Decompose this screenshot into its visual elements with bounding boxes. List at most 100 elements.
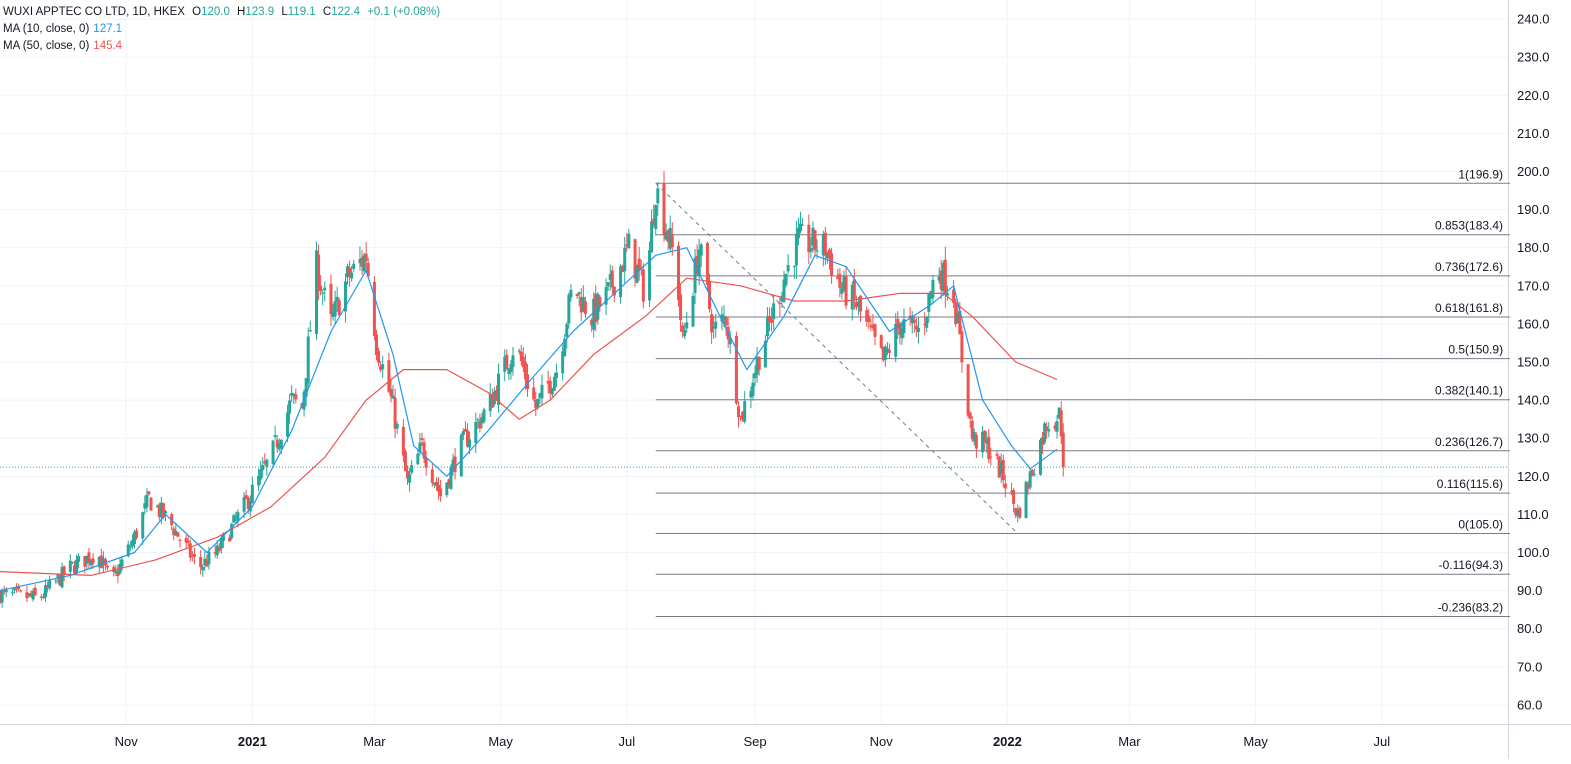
candle-down — [710, 314, 714, 333]
candle-down — [989, 456, 993, 458]
candle-down — [1014, 508, 1018, 515]
candle-up — [277, 443, 281, 450]
candle-down — [453, 456, 457, 473]
candle-down — [637, 258, 641, 270]
candle-up — [271, 440, 275, 465]
candle-down — [360, 257, 364, 267]
candle-up — [507, 368, 511, 375]
candle-up — [648, 250, 652, 301]
time-tick-label: Sep — [743, 734, 766, 749]
candle-down — [757, 356, 761, 371]
candle-down — [1026, 484, 1030, 489]
candle-down — [695, 256, 699, 275]
candle-up — [273, 435, 277, 437]
candle-down — [387, 360, 391, 392]
candle-down — [447, 479, 451, 487]
candle-up — [459, 434, 463, 477]
price-tick-label: 130.0 — [1517, 431, 1550, 446]
candle-down — [741, 411, 745, 420]
candle-up — [699, 244, 703, 256]
candle-up — [712, 326, 716, 329]
candle-up — [1057, 407, 1061, 419]
candle-down — [770, 318, 774, 323]
candle-up — [550, 388, 554, 395]
candle-down — [393, 397, 397, 429]
candle-up — [279, 439, 283, 448]
candle-down — [633, 239, 637, 279]
change-value: +0.1 (+0.08%) — [367, 6, 441, 18]
candle-up — [101, 558, 105, 566]
candle-down — [898, 323, 902, 335]
candle-up — [391, 395, 395, 399]
candle-down — [437, 484, 441, 492]
candle-down — [807, 224, 811, 253]
candle-up — [751, 382, 755, 396]
candle-up — [941, 262, 945, 292]
candle-up — [461, 431, 465, 435]
candle-down — [705, 242, 709, 285]
candle-up — [1028, 471, 1032, 488]
high-value: 123.9 — [245, 6, 275, 18]
candle-up — [308, 330, 312, 332]
candle-down — [263, 461, 267, 464]
time-tick-label: 2021 — [238, 734, 267, 749]
time-tick-label: Mar — [1118, 734, 1141, 749]
candle-down — [869, 325, 873, 327]
candle-down — [244, 495, 248, 499]
candle-up — [31, 590, 35, 600]
price-tick-label: 60.0 — [1517, 697, 1542, 712]
symbol-label: WUXI APPTEC CO LTD, 1D, HKEX — [3, 6, 185, 18]
candle-up — [352, 263, 356, 269]
candle-up — [916, 327, 920, 333]
candle-up — [815, 250, 819, 252]
candle-up — [333, 301, 337, 317]
candle-down — [879, 334, 883, 348]
price-tick-label: 80.0 — [1517, 621, 1542, 636]
candle-down — [176, 532, 180, 537]
candle-up — [343, 281, 347, 312]
candle-up — [449, 466, 453, 489]
candle-down — [192, 553, 196, 557]
candle-up — [85, 555, 89, 564]
fib-trend-line — [655, 182, 1019, 534]
candle-down — [534, 400, 538, 409]
candle-down — [178, 540, 182, 542]
candle-up — [784, 274, 788, 285]
candle-up — [248, 500, 252, 512]
candle-down — [968, 412, 972, 419]
candle-up — [56, 574, 60, 578]
candle-up — [232, 515, 236, 523]
candle-down — [72, 565, 76, 574]
candle-down — [1041, 437, 1045, 445]
candle-up — [358, 259, 362, 264]
candle-up — [234, 518, 238, 520]
candle-up — [250, 484, 254, 504]
candle-up — [728, 338, 732, 345]
candle-down — [590, 319, 594, 326]
candle-down — [172, 528, 176, 536]
candle-up — [772, 303, 776, 319]
candle-down — [958, 310, 962, 335]
fib-level-label: 0.382(140.1) — [1435, 384, 1503, 398]
ma10-label: MA (10, close, 0) — [3, 23, 90, 35]
candle-down — [548, 380, 552, 394]
fib-level-label: 0.618(161.8) — [1435, 301, 1503, 315]
candle-up — [786, 265, 790, 272]
candle-down — [149, 497, 153, 511]
candle-down — [954, 301, 958, 325]
candle-down — [1018, 507, 1022, 518]
candle-up — [794, 233, 798, 266]
fib-level-label: 0.853(183.4) — [1435, 219, 1503, 233]
candle-down — [641, 269, 645, 302]
candle-down — [652, 218, 656, 225]
price-tick-label: 190.0 — [1517, 202, 1550, 217]
fibonacci-retracement[interactable]: 1(196.9) 0.853(183.4) 0.736(172.6) 0.618(16… — [655, 167, 1511, 618]
candle-up — [0, 590, 4, 603]
candle-up — [27, 593, 31, 596]
candle-down — [403, 451, 407, 472]
candle-down — [974, 434, 978, 449]
time-tick-label: 2022 — [993, 734, 1022, 749]
ma50-value: 145.4 — [93, 40, 123, 52]
